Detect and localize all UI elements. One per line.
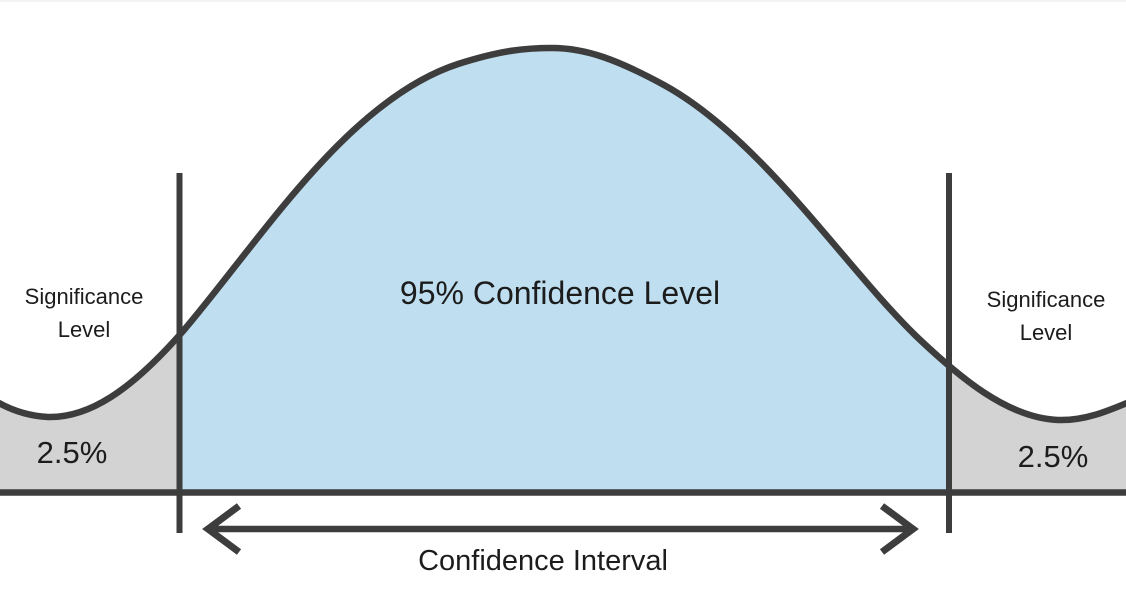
- bell-curve: [0, 44, 1126, 424]
- right-significance-label: Significance Level: [986, 287, 1106, 345]
- confidence-level-label: 95% Confidence Level: [399, 275, 721, 311]
- right-tail-percentage: 2.5%: [1017, 439, 1089, 474]
- left-tail-percentage: 2.5%: [36, 435, 108, 470]
- left-significance-label: Significance Level: [24, 284, 144, 342]
- confidence-interval-arrow: [202, 503, 919, 555]
- confidence-interval-label: Confidence Interval: [418, 545, 668, 577]
- arrowhead-left-icon: [202, 503, 242, 555]
- arrowhead-right-icon: [879, 503, 919, 555]
